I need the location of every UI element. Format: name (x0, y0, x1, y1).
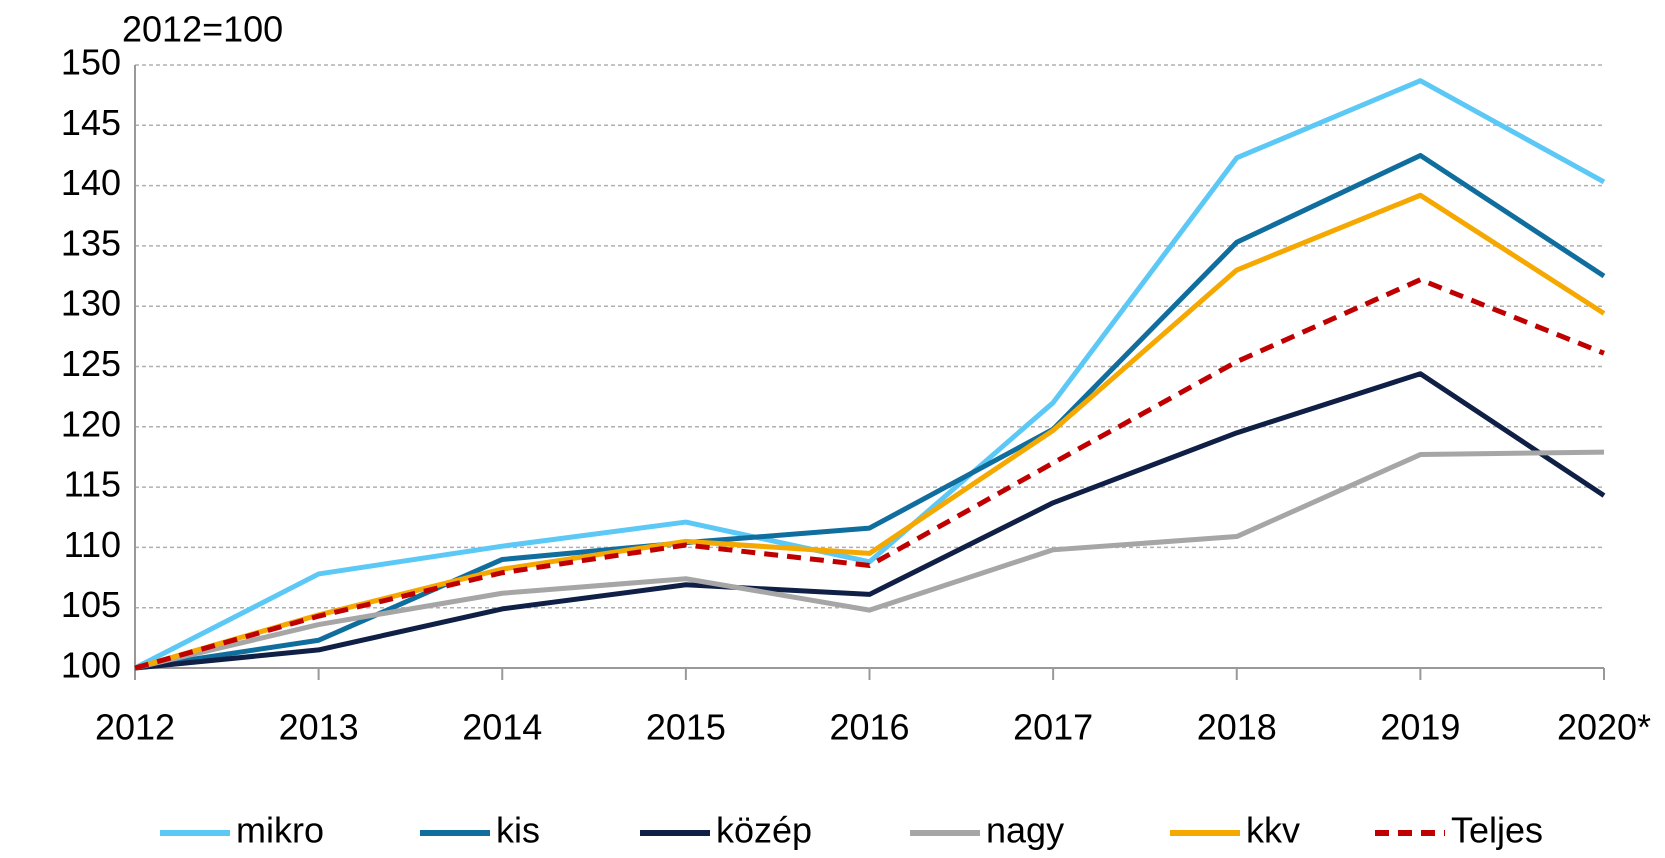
y-tick-label: 140 (61, 162, 121, 203)
x-tick-label: 2013 (279, 707, 359, 748)
series-line (134, 449, 1605, 671)
legend-label: kkv (1246, 810, 1300, 851)
x-tick-label: 2014 (462, 707, 542, 748)
legend-label: közép (716, 810, 812, 851)
legend-label: kis (496, 810, 540, 851)
series-line (134, 152, 1606, 671)
legend-label: nagy (986, 810, 1064, 851)
x-tick-label: 2015 (646, 707, 726, 748)
y-tick-label: 115 (64, 464, 121, 505)
y-tick-label: 105 (61, 584, 121, 625)
series-line (134, 371, 1606, 671)
legend-label: Teljes (1451, 810, 1543, 851)
series-line (134, 192, 1606, 671)
y-tick-label: 145 (61, 102, 121, 143)
x-tick-label: 2019 (1380, 707, 1460, 748)
legend-label: mikro (236, 810, 324, 851)
y-tick-label: 130 (61, 283, 121, 324)
y-axis-label: 2012=100 (122, 9, 283, 50)
series-line (134, 277, 1605, 671)
x-tick-label: 2017 (1013, 707, 1093, 748)
y-tick-label: 150 (61, 42, 121, 83)
x-tick-label: 2012 (95, 707, 175, 748)
x-tick-label: 2020* (1557, 707, 1651, 748)
y-tick-label: 110 (64, 524, 121, 565)
y-tick-label: 120 (61, 403, 121, 444)
series-line (133, 78, 1606, 671)
y-tick-label: 100 (61, 645, 121, 686)
x-tick-label: 2018 (1197, 707, 1277, 748)
y-tick-label: 135 (61, 222, 121, 263)
x-tick-label: 2016 (829, 707, 909, 748)
y-tick-label: 125 (61, 343, 121, 384)
